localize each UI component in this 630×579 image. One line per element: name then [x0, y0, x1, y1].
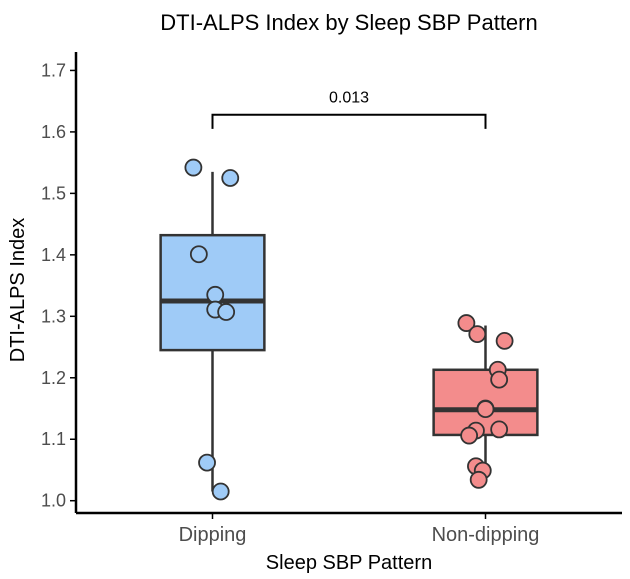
data-point: [184, 158, 203, 177]
chart-title: DTI-ALPS Index by Sleep SBP Pattern: [160, 10, 537, 35]
significance-bracket-line: [211, 113, 487, 129]
y-axis-ticks: 1.0 1.1 1.2 1.3 1.4 1.5 1.6 1.7: [41, 60, 76, 511]
data-point: [460, 426, 479, 445]
data-point: [468, 325, 487, 344]
y-tick-label: 1.4: [41, 245, 66, 265]
data-point: [189, 245, 208, 264]
data-point: [457, 314, 476, 332]
y-tick-label: 1.7: [41, 60, 66, 80]
x-tick-label: Dipping: [179, 524, 247, 546]
data-point: [476, 400, 495, 419]
data-point: [490, 420, 509, 439]
y-tick-label: 1.5: [41, 183, 66, 203]
point-layer: [184, 158, 514, 501]
significance-label: 0.013: [329, 90, 369, 107]
y-tick-label: 1.3: [41, 306, 66, 326]
significance-bracket: 0.013: [211, 90, 487, 129]
data-point: [495, 331, 514, 350]
x-axis-title: Sleep SBP Pattern: [266, 552, 432, 574]
y-tick-label: 1.2: [41, 368, 66, 388]
data-point: [198, 453, 216, 472]
x-axis-ticks: Dipping Non-dipping: [179, 513, 540, 546]
data-point: [490, 370, 509, 389]
y-tick-label: 1.6: [41, 122, 66, 142]
data-point: [206, 285, 225, 304]
data-point: [221, 169, 240, 187]
data-point: [469, 470, 488, 489]
x-tick-label: Non-dipping: [432, 524, 540, 546]
y-axis-title: DTI-ALPS Index: [7, 218, 29, 363]
y-tick-label: 1.0: [41, 491, 66, 511]
data-point: [217, 303, 236, 321]
y-tick-label: 1.1: [41, 429, 66, 449]
data-point: [211, 482, 230, 501]
